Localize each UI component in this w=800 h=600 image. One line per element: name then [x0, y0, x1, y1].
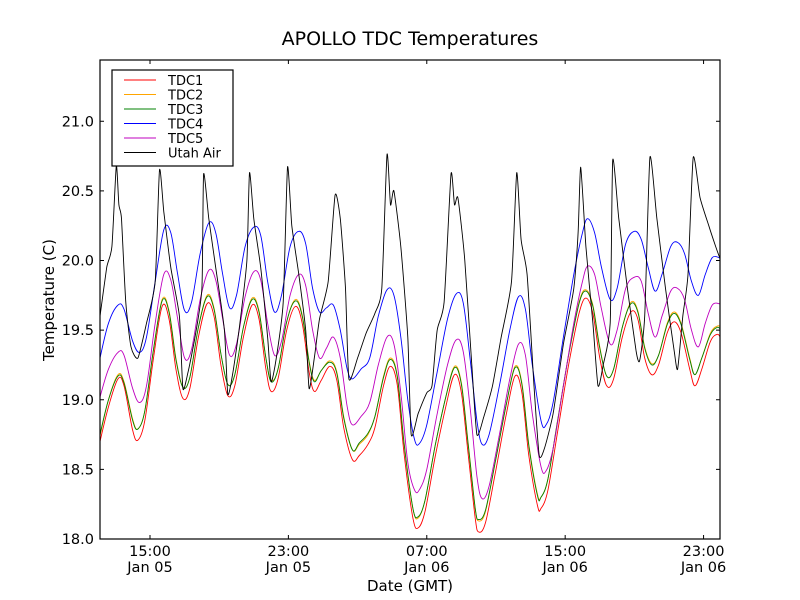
legend-entry: TDC2 — [124, 89, 203, 104]
legend-label: Utah Air — [168, 147, 221, 162]
series-line-tdc5 — [100, 265, 720, 500]
y-axis-label: Temperature (C) — [40, 239, 58, 362]
y-tick-label: 19.5 — [62, 323, 94, 339]
x-tick-label-time: 07:00 — [406, 544, 448, 560]
chart-title: APOLLO TDC Temperatures — [282, 28, 539, 50]
y-axis: 18.0 18.5 19.0 19.5 20.0 20.5 21.0 — [62, 114, 720, 548]
series-line-utah-air — [100, 153, 720, 459]
y-tick-label: 20.5 — [62, 184, 94, 200]
x-tick-label-date: Jan 06 — [541, 560, 587, 576]
legend-entry: TDC1 — [124, 74, 203, 89]
legend-entry: TDC4 — [124, 118, 203, 133]
y-tick-label: 18.5 — [62, 462, 94, 478]
legend-label: TDC5 — [167, 132, 203, 147]
x-tick-label-time: 23:00 — [267, 544, 309, 560]
x-tick-label-date: Jan 05 — [126, 560, 172, 576]
x-tick-label-date: Jan 06 — [680, 560, 726, 576]
x-tick-label-date: Jan 06 — [403, 560, 449, 576]
legend-label: TDC3 — [167, 103, 203, 118]
x-tick-label-time: 23:00 — [683, 544, 725, 560]
y-tick-label: 19.0 — [62, 393, 94, 409]
legend-entry: Utah Air — [124, 147, 221, 162]
series-line-tdc4 — [100, 218, 720, 446]
series-line-tdc3 — [100, 290, 720, 521]
legend-entry: TDC5 — [124, 132, 203, 147]
plot-frame — [99, 59, 721, 540]
series-layer — [100, 153, 720, 533]
x-tick-label-date: Jan 05 — [265, 560, 311, 576]
x-tick-label-time: 15:00 — [129, 544, 171, 560]
legend-entry: TDC3 — [124, 103, 203, 118]
x-tick-label-time: 15:00 — [544, 544, 586, 560]
legend-box — [111, 69, 234, 167]
legend-label: TDC4 — [167, 118, 203, 133]
legend-label: TDC1 — [167, 74, 203, 89]
x-axis-label: Date (GMT) — [367, 577, 453, 595]
series-line-tdc1 — [100, 297, 720, 533]
y-tick-label: 20.0 — [62, 254, 94, 270]
y-tick-label: 21.0 — [62, 114, 94, 130]
y-tick-label: 18.0 — [62, 532, 94, 548]
legend-label: TDC2 — [167, 89, 203, 104]
